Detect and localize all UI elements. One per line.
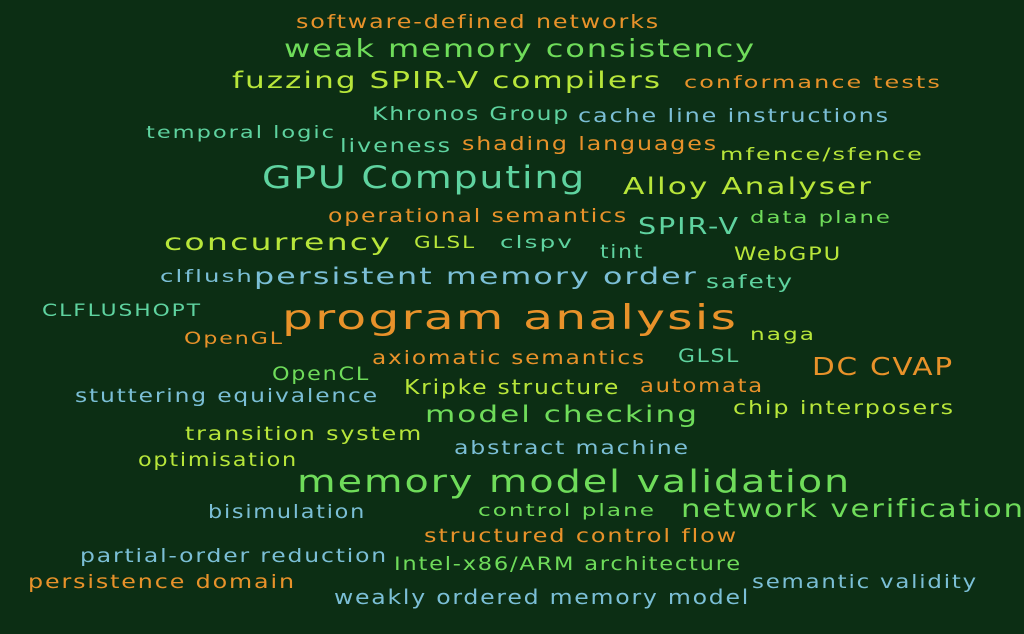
word-stuttering-equivalence: stuttering equivalence: [75, 384, 379, 407]
word-gpu-computing: GPU Computing: [262, 159, 587, 196]
word-intel-x86-arm-architecture: Intel-x86/ARM architecture: [394, 552, 742, 575]
word-persistent-memory-order: persistent memory order: [254, 263, 698, 290]
word-shading-languages: shading languages: [462, 132, 718, 155]
word-clflushopt: CLFLUSHOPT: [42, 300, 202, 321]
word-network-verification: network verification: [681, 493, 1024, 523]
word-operational-semantics: operational semantics: [328, 204, 629, 227]
word-naga: naga: [750, 324, 816, 345]
word-partial-order-reduction: partial-order reduction: [80, 544, 389, 567]
word-automata: automata: [640, 374, 764, 397]
word-semantic-validity: semantic validity: [752, 570, 978, 593]
word-opengl: OpenGL: [184, 328, 285, 349]
word-opencl: OpenCL: [272, 362, 370, 385]
word-program-analysis: program analysis: [282, 298, 739, 338]
word-cache-line-instructions: cache line instructions: [578, 104, 890, 127]
word-model-checking: model checking: [425, 401, 700, 428]
word-khronos-group: Khronos Group: [372, 102, 571, 125]
word-tint: tint: [600, 240, 645, 263]
word-weak-memory-consistency: weak memory consistency: [284, 33, 757, 63]
word-axiomatic-semantics: axiomatic semantics: [372, 346, 646, 369]
word-clflush: clflush: [160, 266, 254, 287]
word-glsl-2: GLSL: [678, 344, 741, 367]
word-alloy-analyser: Alloy Analyser: [623, 173, 874, 200]
word-data-plane: data plane: [750, 207, 892, 228]
word-transition-system: transition system: [185, 422, 424, 445]
word-temporal-logic: temporal logic: [146, 122, 337, 143]
word-spir-v: SPIR-V: [638, 213, 741, 240]
word-memory-model-validation: memory model validation: [297, 463, 852, 500]
word-chip-interposers: chip interposers: [733, 396, 955, 419]
word-kripke-structure: Kripke structure: [404, 375, 621, 399]
word-mfence-sfence: mfence/sfence: [720, 144, 925, 165]
word-bisimulation: bisimulation: [208, 500, 367, 523]
word-webgpu: WebGPU: [734, 242, 842, 265]
word-control-plane: control plane: [478, 500, 657, 521]
word-clspv: clspv: [500, 232, 574, 253]
word-software-defined-networks: software-defined networks: [296, 10, 661, 33]
word-liveness: liveness: [340, 134, 453, 157]
word-abstract-machine: abstract machine: [454, 436, 690, 459]
word-dc-cvap: DC CVAP: [812, 351, 954, 381]
word-persistence-domain: persistence domain: [28, 570, 296, 593]
word-glsl: GLSL: [414, 232, 476, 253]
word-safety: safety: [706, 270, 794, 293]
word-structured-control-flow: structured control flow: [424, 524, 739, 547]
word-weakly-ordered-memory-model: weakly ordered memory model: [334, 585, 751, 609]
word-optimisation: optimisation: [138, 448, 298, 471]
word-concurrency: concurrency: [164, 229, 393, 256]
word-conformance-tests: conformance tests: [684, 72, 942, 93]
word-fuzzing-spir-v-compilers: fuzzing SPIR-V compilers: [232, 67, 663, 94]
